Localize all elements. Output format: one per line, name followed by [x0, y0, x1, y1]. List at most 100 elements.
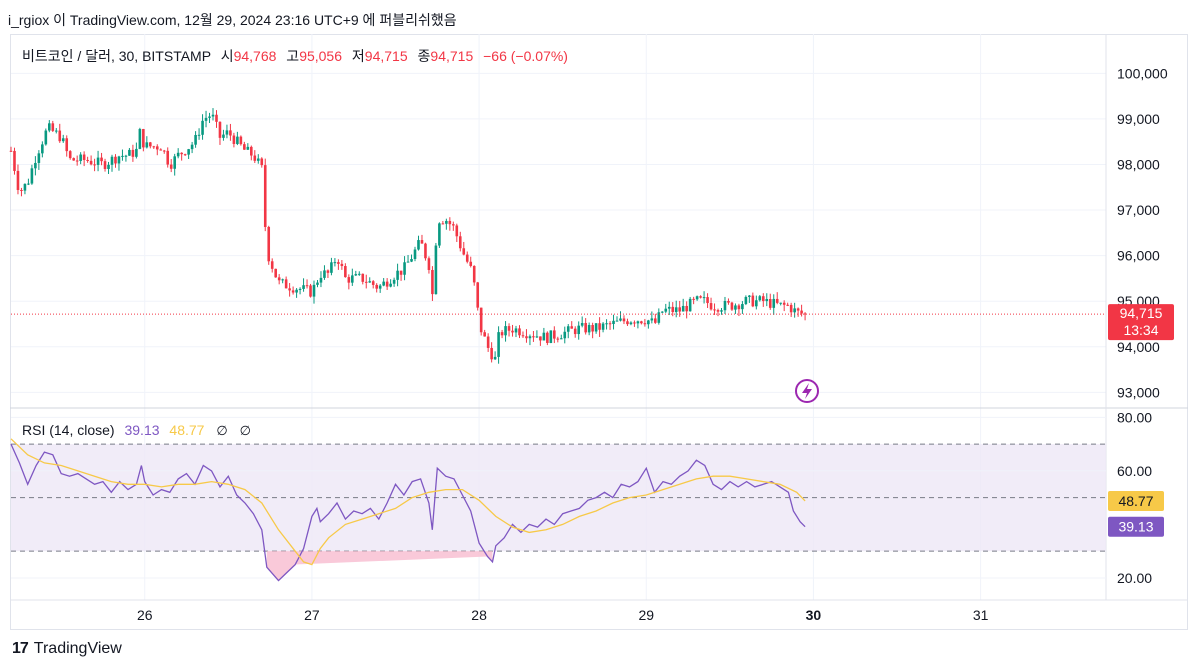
candle-body — [587, 325, 591, 333]
candle-body — [135, 148, 138, 157]
candle-body — [720, 310, 723, 312]
candle-body — [796, 308, 800, 311]
candle-body — [465, 254, 469, 262]
candle-body — [514, 328, 518, 333]
candle-body — [330, 262, 333, 273]
candle-body — [288, 288, 291, 291]
candle-body — [622, 318, 626, 322]
lightning-icon[interactable] — [795, 379, 819, 403]
candle-body — [612, 320, 615, 325]
last-price-tag — [1108, 304, 1174, 341]
candle-body — [23, 183, 27, 191]
candle-body — [782, 302, 786, 305]
candle-body — [699, 296, 702, 298]
candle-body — [72, 158, 75, 161]
candle-body — [61, 138, 65, 142]
candle-body — [229, 130, 232, 136]
candle-body — [34, 162, 37, 169]
candle-body — [660, 311, 664, 313]
candle-body — [427, 258, 431, 270]
time-tick-label: 27 — [304, 607, 320, 623]
candle-body — [559, 338, 563, 340]
candle-body — [483, 332, 486, 337]
candle-body — [267, 226, 271, 262]
candle-body — [284, 279, 288, 289]
tradingview-logo-icon: 17 — [12, 640, 29, 657]
candle-body — [702, 297, 706, 299]
price-tick-label: 97,000 — [1117, 202, 1160, 218]
candle-body — [340, 263, 344, 267]
candle-body — [542, 332, 546, 341]
candle-body — [434, 245, 438, 295]
rsi-tick-label: 80.00 — [1117, 409, 1152, 425]
candle-body — [486, 336, 490, 348]
candle-body — [142, 129, 145, 148]
candle-body — [570, 326, 574, 329]
candle-body — [169, 164, 173, 169]
candle-body — [539, 336, 542, 341]
open-label: 시 — [220, 48, 234, 64]
high-value: 95,056 — [299, 48, 343, 64]
candle-body — [532, 336, 535, 338]
candle-body — [417, 240, 420, 250]
candle-body — [124, 155, 128, 157]
candle-body — [452, 224, 455, 226]
time-tick-label: 30 — [806, 607, 822, 623]
candle-body — [775, 298, 779, 303]
candle-body — [573, 328, 577, 335]
lightning-icon-bolt — [802, 383, 812, 399]
candle-body — [713, 309, 716, 311]
candle-body — [89, 160, 93, 165]
candle-body — [765, 299, 769, 302]
candle-body — [469, 261, 473, 266]
candle-body — [497, 332, 500, 357]
candle-body — [75, 160, 79, 162]
price-tick-label: 96,000 — [1117, 248, 1160, 264]
publish-caption: i_rgiox 이 TradingView.com, 12월 29, 2024 … — [8, 12, 457, 28]
candle-body — [173, 156, 176, 169]
candle-body — [364, 281, 368, 283]
candle-body — [385, 281, 389, 287]
rsi-tag-value: 39.13 — [1118, 519, 1153, 535]
na-value-1: ∅ — [216, 423, 228, 438]
candle-body — [580, 322, 584, 326]
rsi-indicator-label[interactable]: RSI (14, close) — [22, 422, 115, 438]
candle-body — [20, 189, 23, 191]
candle-body — [727, 300, 730, 303]
candle-body — [305, 285, 309, 287]
candle-body — [566, 326, 570, 332]
candle-body — [82, 154, 86, 160]
candle-body — [138, 129, 142, 149]
candle-body — [166, 150, 170, 165]
candle-body — [786, 304, 789, 306]
candle-body — [650, 318, 654, 321]
candle-body — [30, 168, 34, 184]
candle-body — [37, 153, 41, 163]
candle-body — [58, 130, 62, 142]
candle-body — [298, 288, 302, 290]
candle-body — [685, 305, 688, 312]
candle-body — [100, 157, 103, 162]
last-price-value: 94,715 — [1120, 305, 1163, 321]
candle-body — [326, 270, 330, 273]
candle-body — [211, 114, 215, 117]
candle-body — [48, 123, 51, 131]
candle-body — [424, 243, 427, 259]
candle-body — [741, 304, 744, 310]
candle-body — [636, 321, 640, 324]
candle-body — [382, 281, 385, 286]
candle-body — [695, 296, 699, 300]
candle-body — [93, 164, 96, 166]
candle-body — [361, 273, 365, 282]
candle-body — [500, 332, 504, 336]
candle-body — [626, 321, 629, 325]
candle-body — [312, 284, 316, 297]
symbol-label[interactable]: 비트코인 / 달러, 30, BITSTAMP — [22, 48, 211, 64]
candle-body — [744, 296, 748, 305]
candle-body — [706, 297, 709, 304]
candle-body — [633, 322, 636, 324]
candle-body — [204, 117, 208, 121]
candle-body — [772, 298, 776, 308]
candle-body — [462, 248, 466, 255]
